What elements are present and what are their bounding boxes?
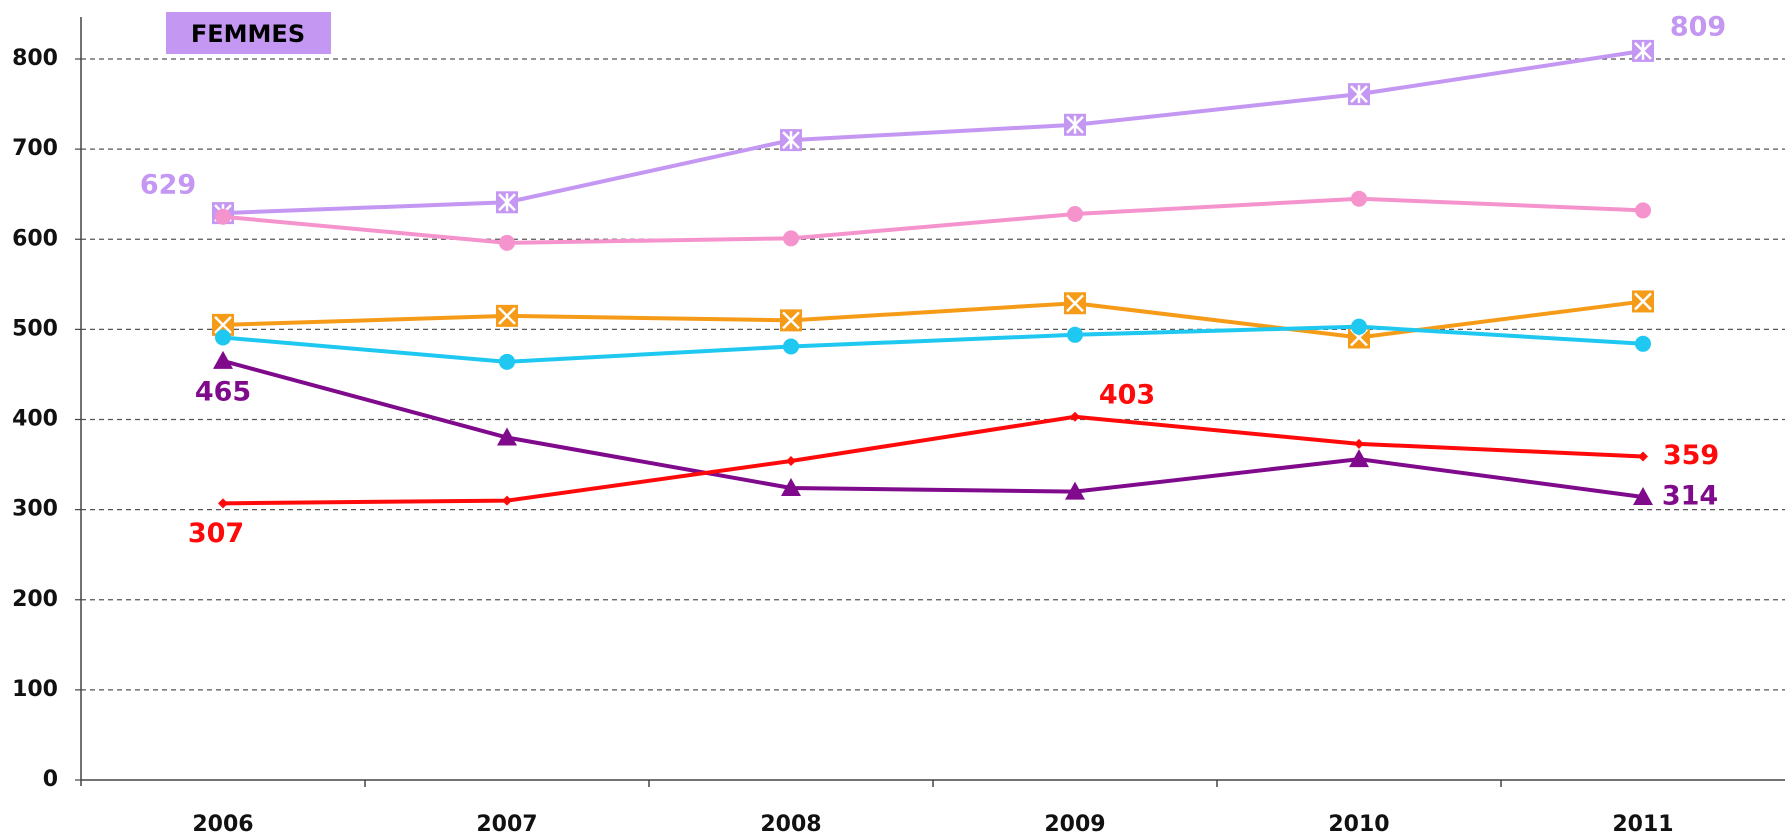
marker-shape	[499, 234, 515, 251]
marker-shape	[213, 350, 233, 369]
marker-shape	[1633, 487, 1653, 506]
marker	[215, 329, 231, 346]
marker	[1351, 190, 1367, 207]
marker-shape	[218, 498, 228, 509]
series-line	[222, 196, 1644, 245]
data-label: 359	[1663, 440, 1719, 471]
data-label: 314	[1662, 481, 1718, 512]
series-line	[222, 358, 1644, 499]
marker	[213, 350, 233, 369]
marker-cross	[1066, 115, 1084, 134]
marker-cross	[782, 311, 800, 330]
marker	[1635, 335, 1651, 352]
series-line	[222, 48, 1644, 216]
marker-shape	[1067, 206, 1083, 223]
marker	[1064, 292, 1086, 315]
marker	[780, 309, 802, 332]
marker-cross	[1066, 294, 1084, 313]
marker	[783, 338, 799, 355]
y-tick-label: 300	[12, 497, 58, 522]
marker-shape	[502, 495, 512, 506]
marker	[1348, 83, 1370, 106]
y-tick-label: 600	[12, 226, 58, 251]
marker	[1354, 438, 1364, 449]
marker	[1067, 206, 1083, 223]
chart-title: FEMMES	[191, 20, 305, 48]
marker-shape	[783, 230, 799, 247]
marker-shape	[1065, 481, 1085, 500]
marker	[781, 477, 801, 496]
data-label: 465	[195, 376, 251, 407]
x-tick-label: 2006	[192, 812, 253, 837]
marker-shape	[1351, 318, 1367, 335]
marker	[218, 498, 228, 509]
marker-shape	[1354, 438, 1364, 449]
y-tick-label: 100	[12, 677, 58, 702]
marker	[1349, 449, 1369, 468]
marker-shape	[1635, 202, 1651, 219]
x-tick-label: 2007	[476, 812, 537, 837]
marker-shape	[783, 338, 799, 355]
marker	[1067, 326, 1083, 343]
marker	[496, 304, 518, 327]
y-tick-label: 500	[12, 316, 58, 341]
data-label: 307	[188, 518, 244, 549]
data-label: 629	[140, 170, 196, 201]
y-tick-label: 0	[43, 767, 58, 792]
data-label: 403	[1099, 379, 1155, 410]
marker	[497, 427, 517, 446]
x-tick-label: 2011	[1612, 812, 1673, 837]
marker-shape	[215, 329, 231, 346]
marker-shape	[1070, 411, 1080, 422]
y-tick-label: 400	[12, 407, 58, 432]
marker	[1065, 481, 1085, 500]
marker-cross	[1634, 41, 1652, 60]
marker	[783, 230, 799, 247]
marker-shape	[781, 477, 801, 496]
title-box	[166, 12, 331, 54]
marker	[1070, 411, 1080, 422]
marker-cross	[782, 131, 800, 150]
marker-shape	[1349, 449, 1369, 468]
marker	[499, 353, 515, 370]
marker	[786, 455, 796, 466]
marker-shape	[497, 427, 517, 446]
marker-shape	[1351, 190, 1367, 207]
marker	[1351, 318, 1367, 335]
marker	[215, 208, 231, 225]
marker	[502, 495, 512, 506]
marker-shape	[499, 353, 515, 370]
marker	[1633, 487, 1653, 506]
marker	[212, 313, 234, 336]
y-tick-label: 700	[12, 136, 58, 161]
marker-cross	[498, 306, 516, 325]
marker-cross	[1634, 292, 1652, 311]
marker	[780, 129, 802, 152]
x-tick-label: 2009	[1044, 812, 1105, 837]
x-tick-label: 2008	[760, 812, 821, 837]
marker	[496, 191, 518, 214]
marker-shape	[1638, 451, 1648, 462]
marker	[1635, 202, 1651, 219]
marker	[1632, 39, 1654, 62]
marker	[1064, 113, 1086, 136]
marker-shape	[786, 455, 796, 466]
y-tick-label: 200	[12, 587, 58, 612]
marker	[499, 234, 515, 251]
y-tick-label: 800	[12, 46, 58, 71]
series-line	[222, 324, 1644, 364]
x-tick-label: 2010	[1328, 812, 1389, 837]
marker-cross	[214, 315, 232, 334]
marker	[1632, 290, 1654, 313]
marker-shape	[1635, 335, 1651, 352]
marker-shape	[215, 208, 231, 225]
marker-cross	[1350, 85, 1368, 104]
marker-cross	[498, 193, 516, 212]
marker	[1638, 451, 1648, 462]
marker-shape	[1067, 326, 1083, 343]
series-line	[222, 414, 1644, 506]
data-label: 809	[1670, 11, 1726, 42]
